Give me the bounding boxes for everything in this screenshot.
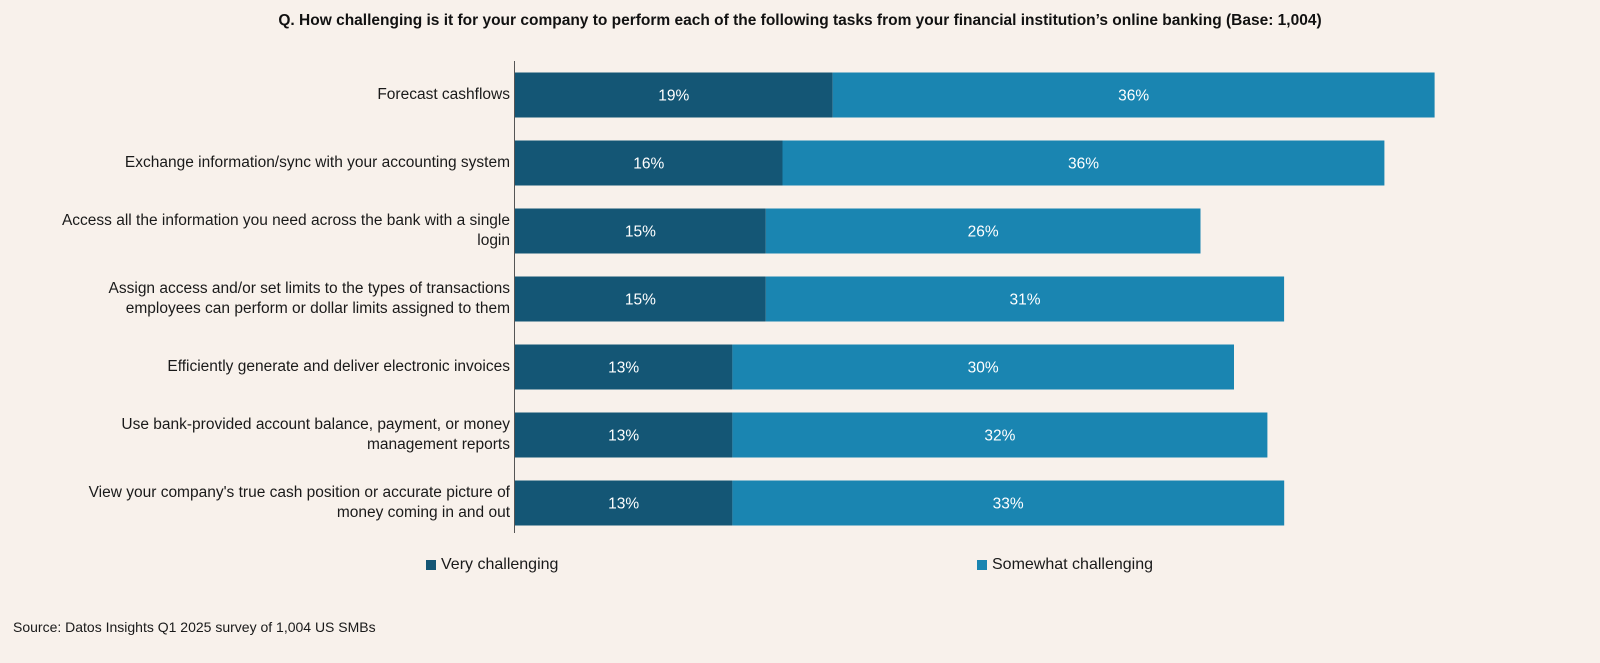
bar-very-challenging-4 — [515, 276, 766, 322]
data-label-somewhat-challenging-2: 36% — [1068, 156, 1099, 173]
category-label-3-line-2: login — [477, 232, 510, 249]
category-label-3-line-1: Access all the information you need acro… — [61, 212, 510, 229]
category-label-7-line-1: View your company's true cash position o… — [88, 484, 510, 501]
chart-title: Q. How challenging is it for your compan… — [278, 12, 1322, 29]
legend-item-very-challenging: Very challenging — [426, 556, 558, 574]
bar-somewhat-challenging-5 — [732, 344, 1234, 390]
bar-somewhat-challenging-6 — [732, 412, 1268, 458]
data-label-very-challenging-4: 15% — [625, 292, 656, 309]
data-label-somewhat-challenging-7: 33% — [993, 496, 1024, 513]
bar-somewhat-challenging-4 — [765, 276, 1285, 322]
legend-swatch-somewhat-challenging — [977, 560, 987, 570]
category-label-6-line-1: Use bank-provided account balance, payme… — [121, 416, 510, 433]
category-label-6-line-2: management reports — [366, 436, 510, 453]
data-label-very-challenging-3: 15% — [625, 224, 656, 241]
category-label-3: Access all the information you need acro… — [10, 211, 510, 251]
data-label-somewhat-challenging-3: 26% — [968, 224, 999, 241]
bar-very-challenging-7 — [515, 480, 733, 526]
data-label-somewhat-challenging-6: 32% — [984, 428, 1015, 445]
bar-very-challenging-3 — [515, 208, 766, 254]
data-label-very-challenging-1: 19% — [658, 88, 689, 105]
category-label-4-line-1: Assign access and/or set limits to the t… — [108, 280, 510, 297]
category-label-7: View your company's true cash position o… — [10, 483, 510, 523]
category-label-7-line-2: money coming in and out — [336, 504, 510, 521]
category-label-1: Forecast cashflows — [10, 85, 510, 105]
category-label-4-line-2: employees can perform or dollar limits a… — [125, 300, 510, 317]
data-label-somewhat-challenging-1: 36% — [1118, 88, 1149, 105]
category-label-2: Exchange information/sync with your acco… — [10, 153, 510, 173]
category-label-5-line-1: Efficiently generate and deliver electro… — [167, 358, 510, 375]
data-label-very-challenging-7: 13% — [608, 496, 639, 513]
data-label-somewhat-challenging-5: 30% — [968, 360, 999, 377]
legend-swatch-very-challenging — [426, 560, 436, 570]
bar-very-challenging-6 — [515, 412, 733, 458]
bar-very-challenging-1 — [515, 72, 833, 118]
legend-label-somewhat-challenging: Somewhat challenging — [992, 556, 1153, 573]
category-label-2-line-1: Exchange information/sync with your acco… — [124, 154, 510, 171]
category-label-1-line-1: Forecast cashflows — [377, 86, 510, 103]
legend-label-very-challenging: Very challenging — [441, 556, 559, 573]
bar-somewhat-challenging-7 — [732, 480, 1285, 526]
bar-somewhat-challenging-2 — [782, 140, 1385, 186]
data-label-very-challenging-2: 16% — [633, 156, 664, 173]
category-label-4: Assign access and/or set limits to the t… — [10, 279, 510, 319]
category-label-6: Use bank-provided account balance, payme… — [10, 415, 510, 455]
data-label-somewhat-challenging-4: 31% — [1009, 292, 1040, 309]
data-label-very-challenging-5: 13% — [608, 360, 639, 377]
bar-very-challenging-5 — [515, 344, 733, 390]
data-label-very-challenging-6: 13% — [608, 428, 639, 445]
bar-very-challenging-2 — [515, 140, 783, 186]
bar-somewhat-challenging-3 — [765, 208, 1201, 254]
source-note: Source: Datos Insights Q1 2025 survey of… — [13, 619, 376, 635]
category-label-5: Efficiently generate and deliver electro… — [10, 357, 510, 377]
bar-somewhat-challenging-1 — [832, 72, 1435, 118]
legend-item-somewhat-challenging: Somewhat challenging — [977, 556, 1153, 574]
